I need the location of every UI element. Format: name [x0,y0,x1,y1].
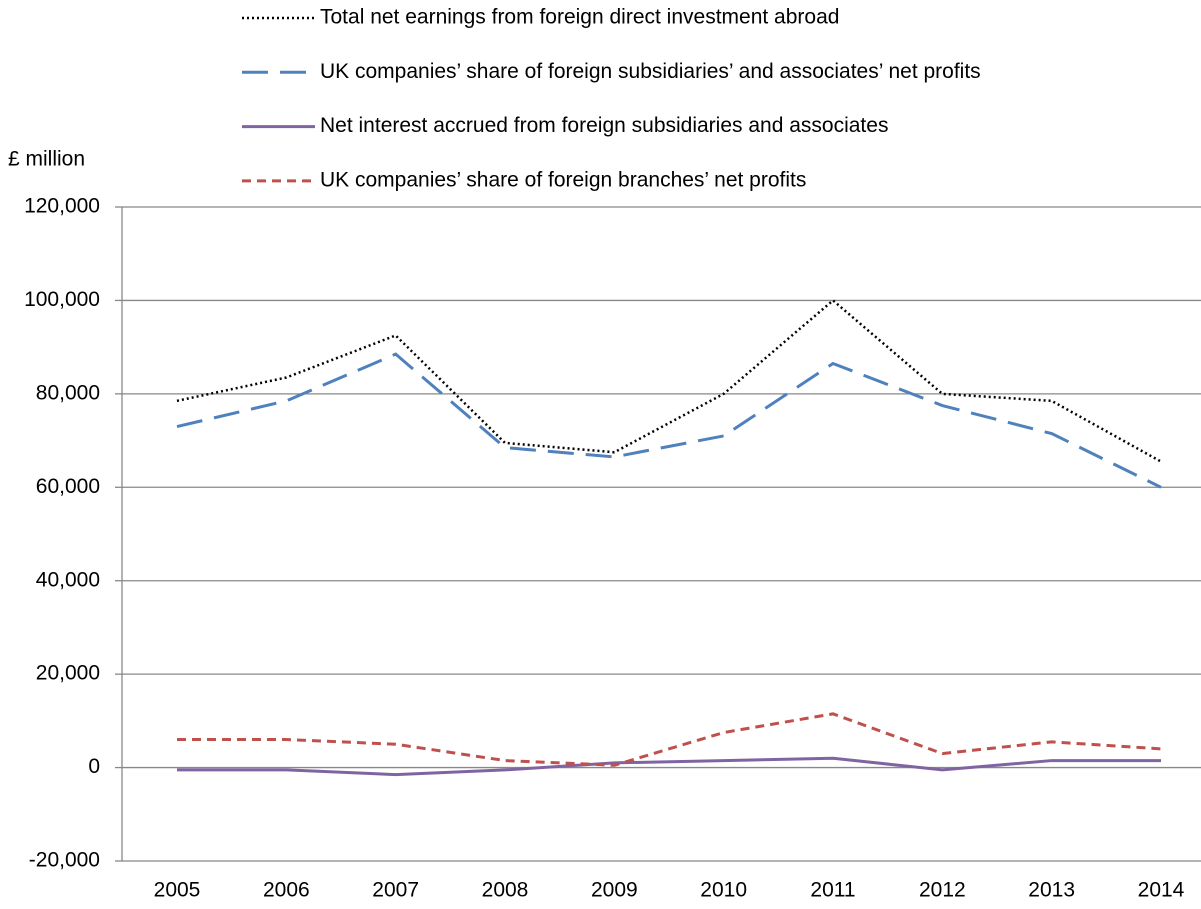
series-line [177,756,1161,777]
x-tick-label: 2008 [482,879,529,902]
legend-label: Total net earnings from foreign direct i… [320,6,839,29]
x-tick-label: 2005 [154,879,201,902]
x-tick-label: 2009 [591,879,638,902]
x-tick-label: 2007 [372,879,419,902]
y-tick-label: 80,000 [36,381,100,404]
x-tick-label: 2011 [810,879,855,902]
legend-label: UK companies’ share of foreign subsidiar… [320,60,981,83]
y-tick-label: 60,000 [36,475,100,498]
y-tick-label: 40,000 [36,568,100,591]
y-tick-label: 100,000 [24,288,100,311]
y-tick-label: 0 [88,755,100,778]
x-tick-label: 2014 [1138,879,1185,902]
x-tick-label: 2013 [1028,879,1075,902]
legend-label: UK companies’ share of foreign branches’… [320,168,806,191]
x-tick-label: 2012 [919,879,966,902]
series-line [177,712,1162,767]
x-tick-label: 2010 [700,879,747,902]
y-axis-label: £ million [8,148,85,171]
y-tick-label: 120,000 [24,195,100,218]
legend-label: Net interest accrued from foreign subsid… [320,114,888,137]
x-tick-label: 2006 [263,879,310,902]
y-tick-label: -20,000 [29,849,100,872]
series-line [176,352,1162,489]
series-line [176,298,1162,463]
y-tick-label: 20,000 [36,662,100,685]
